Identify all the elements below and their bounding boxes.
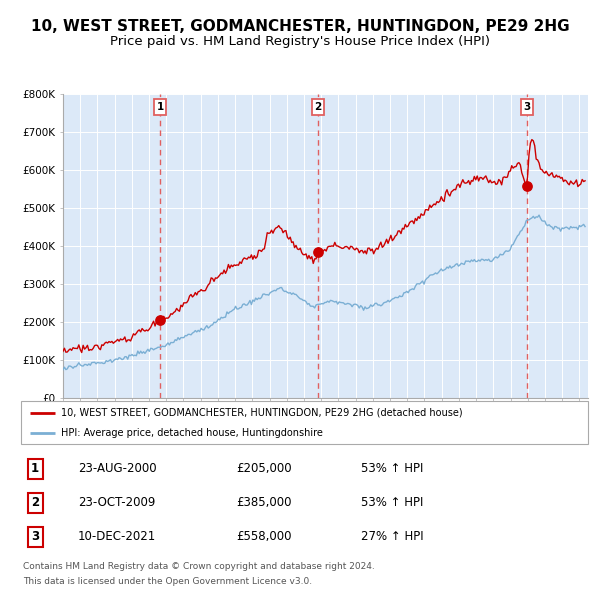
Point (313, 247, 323, 257)
Text: Price paid vs. HM Land Registry's House Price Index (HPI): Price paid vs. HM Land Registry's House … (110, 35, 490, 48)
Text: 3: 3 (31, 530, 39, 543)
Text: 2: 2 (31, 496, 39, 509)
Text: Contains HM Land Registry data © Crown copyright and database right 2024.: Contains HM Land Registry data © Crown c… (23, 562, 374, 571)
Text: 2: 2 (314, 102, 322, 112)
Text: £385,000: £385,000 (236, 496, 292, 509)
Text: 10-DEC-2021: 10-DEC-2021 (78, 530, 156, 543)
Text: £205,000: £205,000 (236, 462, 292, 475)
Text: This data is licensed under the Open Government Licence v3.0.: This data is licensed under the Open Gov… (23, 577, 312, 586)
Text: 27% ↑ HPI: 27% ↑ HPI (361, 530, 424, 543)
Point (522, 182, 532, 191)
Text: 10, WEST STREET, GODMANCHESTER, HUNTINGDON, PE29 2HG (detached house): 10, WEST STREET, GODMANCHESTER, HUNTINGD… (61, 408, 463, 418)
Text: £558,000: £558,000 (236, 530, 292, 543)
Text: 10, WEST STREET, GODMANCHESTER, HUNTINGDON, PE29 2HG: 10, WEST STREET, GODMANCHESTER, HUNTINGD… (31, 19, 569, 34)
Text: 53% ↑ HPI: 53% ↑ HPI (361, 462, 424, 475)
Text: HPI: Average price, detached house, Huntingdonshire: HPI: Average price, detached house, Hunt… (61, 428, 323, 438)
Text: 3: 3 (523, 102, 530, 112)
Point (155, 316, 165, 325)
Text: 23-AUG-2000: 23-AUG-2000 (78, 462, 157, 475)
Text: 1: 1 (31, 462, 39, 475)
Text: 1: 1 (157, 102, 164, 112)
Text: 53% ↑ HPI: 53% ↑ HPI (361, 496, 424, 509)
Text: 23-OCT-2009: 23-OCT-2009 (78, 496, 155, 509)
